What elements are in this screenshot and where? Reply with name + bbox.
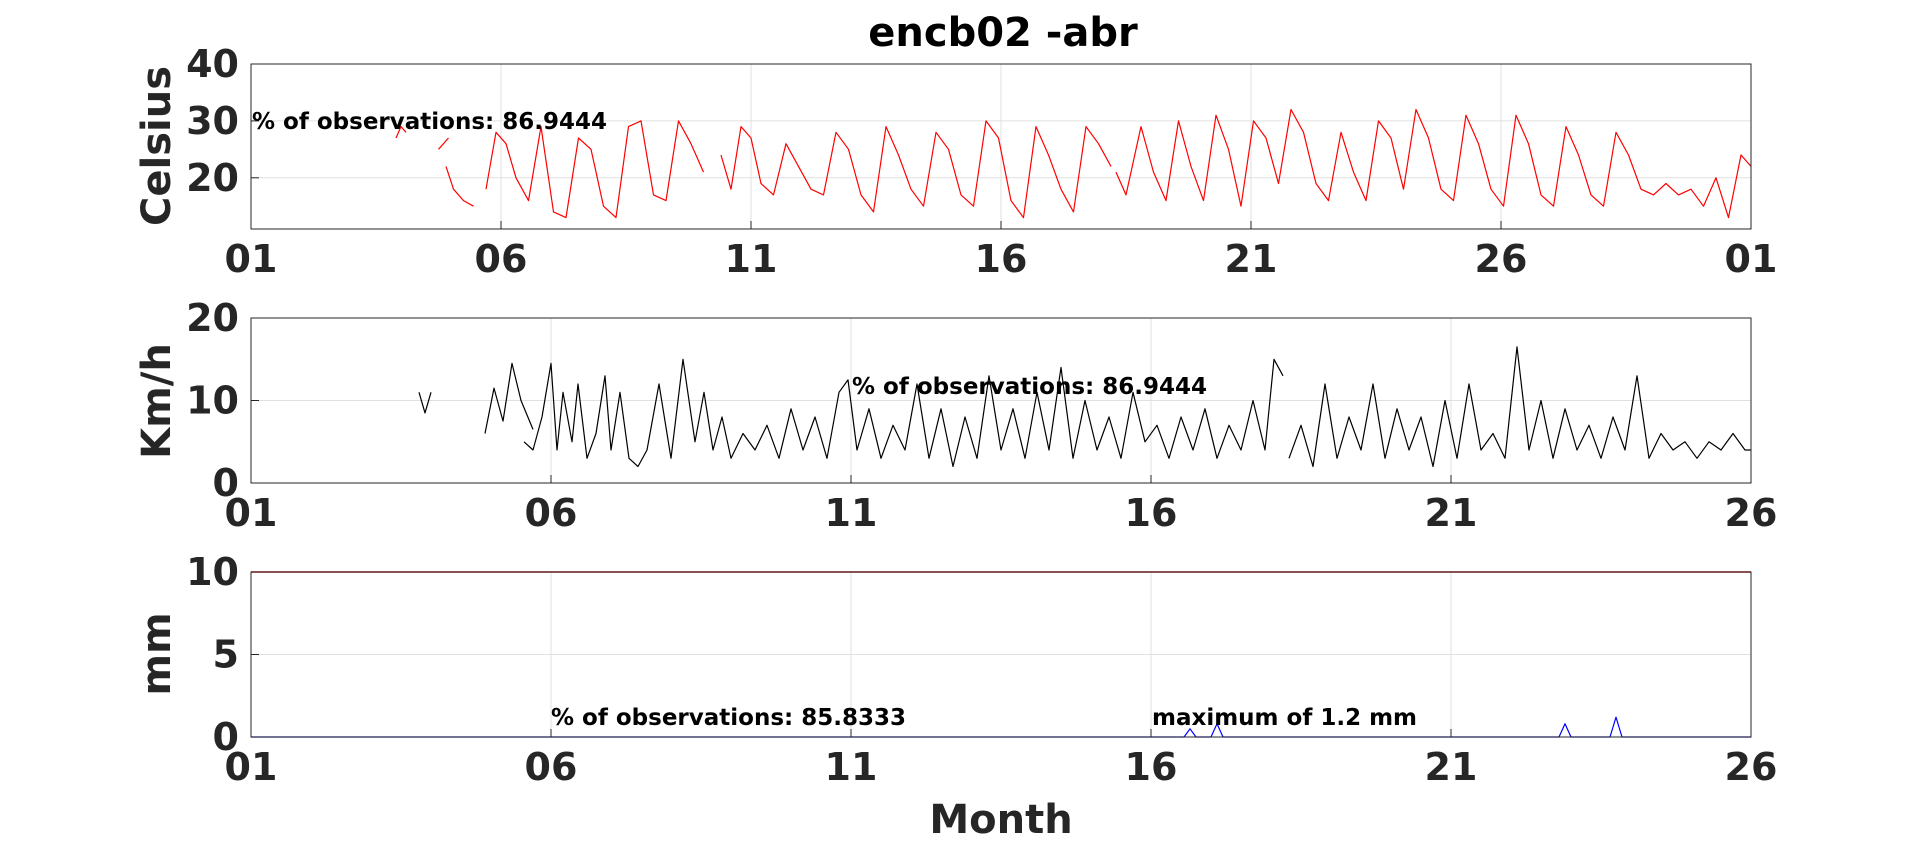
wind-yticks: 0 10 20	[186, 296, 259, 505]
temperature-series-segment-2	[445, 166, 474, 207]
temperature-xtick-label: 11	[725, 237, 778, 281]
temperature-xtick-label: 01	[1725, 237, 1778, 281]
rain-xtick-label: 11	[825, 745, 878, 789]
rain-xtick-label: 21	[1425, 745, 1478, 789]
temperature-xtick-label: 21	[1225, 237, 1278, 281]
figure-title: encb02 -abr	[868, 10, 1138, 56]
temperature-ytick-label: 30	[186, 99, 239, 143]
rain-ylabel: mm	[134, 612, 180, 695]
temperature-observations-annotation: % of observations: 86.9444	[252, 109, 607, 135]
temperature-ytick-label: 20	[186, 156, 239, 200]
wind-xticks: 01 06 11 16 21 26	[225, 475, 1778, 535]
rain-xticks: 01 06 11 16 21 26	[225, 729, 1778, 789]
wind-series-segment-2	[523, 358, 1284, 468]
rain-yticks: 0 5 10	[186, 550, 259, 759]
wind-xtick-label: 06	[525, 491, 578, 535]
wind-xtick-label: 26	[1725, 491, 1778, 535]
temperature-xtick-label: 01	[225, 237, 278, 281]
wind-ylabel: Km/h	[134, 343, 180, 459]
wind-series-segment-3	[1288, 346, 1751, 468]
rain-xtick-label: 16	[1125, 745, 1178, 789]
rain-ytick-label: 10	[186, 550, 239, 594]
temperature-xtick-label: 06	[475, 237, 528, 281]
temperature-xticks: 01 06 11 16 21 26 01	[225, 221, 1778, 281]
wind-lines	[418, 346, 1751, 468]
temperature-ytick-label: 40	[186, 42, 239, 86]
temperature-series-segment-0	[395, 125, 407, 139]
temperature-series-segment-5	[1115, 108, 1752, 219]
wind-series-segment-1	[484, 362, 534, 434]
temperature-series-segment-3	[485, 120, 705, 219]
rain-maximum-annotation: maximum of 1.2 mm	[1152, 705, 1417, 731]
wind-observations-annotation: % of observations: 86.9444	[852, 374, 1207, 400]
rain-xtick-label: 01	[225, 745, 278, 789]
wind-panel: Km/h 0 10 20 01 06 11 16 21 26 % of observation…	[134, 296, 1777, 535]
wind-xtick-label: 11	[825, 491, 878, 535]
rain-xtick-label: 26	[1725, 745, 1778, 789]
temperature-yticks: 20 30 40	[186, 42, 259, 200]
rain-ytick-label: 5	[213, 633, 239, 677]
wind-xtick-label: 21	[1425, 491, 1478, 535]
rain-panel: mm 0 5 10 01 06 11 16 21 26 % of observations: …	[134, 550, 1777, 789]
temperature-panel: Celsius 20 30 40 01 06 11 16 21 26 01 % of obser…	[134, 42, 1777, 281]
x-axis-label: Month	[929, 797, 1072, 841]
temperature-xtick-label: 16	[975, 237, 1028, 281]
wind-ytick-label: 0	[213, 461, 239, 505]
temperature-series-segment-1	[438, 137, 449, 150]
temperature-series-segment-4	[720, 120, 1112, 219]
temperature-ylabel: Celsius	[134, 66, 180, 226]
wind-ytick-label: 20	[186, 296, 239, 340]
wind-xtick-label: 16	[1125, 491, 1178, 535]
wind-ytick-label: 10	[186, 379, 239, 423]
temperature-lines	[395, 108, 1752, 219]
rain-observations-annotation: % of observations: 85.8333	[551, 705, 906, 731]
wind-xtick-label: 01	[225, 491, 278, 535]
wind-series-segment-0	[418, 392, 432, 414]
rain-ytick-label: 0	[213, 715, 239, 759]
temperature-xtick-label: 26	[1475, 237, 1528, 281]
rain-xtick-label: 06	[525, 745, 578, 789]
